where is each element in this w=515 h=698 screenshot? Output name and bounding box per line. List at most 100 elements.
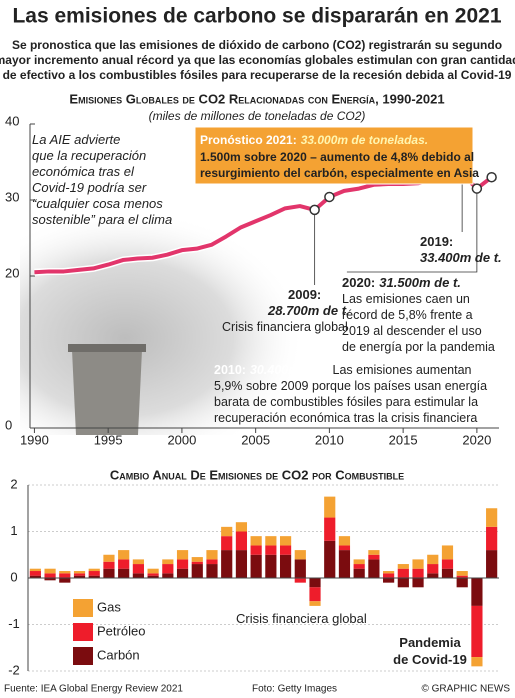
bar-segment <box>88 568 100 572</box>
annotation: récord de 5,8% frente a <box>342 308 473 322</box>
annotation: económica tras el <box>32 164 135 179</box>
bar-segment <box>132 573 144 578</box>
bar-segment <box>309 601 321 606</box>
bar-segment <box>176 568 189 578</box>
bar-segment <box>486 508 498 527</box>
annotation: 2010: 30.400m de t. Las emisiones aumentan <box>214 363 472 377</box>
annotation-part: de Covid-19 <box>393 652 467 667</box>
bar-segment <box>338 536 351 546</box>
annotation-part: que la recuperación <box>32 148 146 163</box>
bar-segment <box>250 545 262 555</box>
point-marker <box>471 183 483 194</box>
x-tick-label: 2005 <box>241 432 270 447</box>
forecast-box <box>194 126 474 185</box>
legend-swatch <box>73 599 93 617</box>
source: Fuente: IEA Global Energy Review 2021 <box>4 684 183 695</box>
bar-segment <box>235 522 248 532</box>
annotation-part: La AIE advierte <box>32 132 120 147</box>
bar-segment <box>221 526 233 537</box>
annotation: 1.500m sobre 2020 – aumento de 4,8% debi… <box>200 150 474 164</box>
annotation-part: de energía por la pandemia <box>342 340 495 354</box>
bar-segment <box>191 561 203 565</box>
bar-segment <box>441 545 454 560</box>
bar-segment <box>427 564 439 574</box>
bar-segment <box>103 554 115 562</box>
photo-credit: Foto: Getty Images <box>252 684 337 695</box>
bar-segment <box>309 587 321 602</box>
bar-segment <box>471 578 483 606</box>
bar-segment <box>206 564 218 578</box>
bar-segment <box>191 557 203 562</box>
bar-segment <box>368 550 380 555</box>
annotation: sostenible” para el clima <box>32 212 172 227</box>
bar-segment <box>412 568 424 578</box>
bar-segment <box>73 575 86 578</box>
bar-segment <box>73 573 86 576</box>
bar-segment <box>294 550 306 560</box>
bar-segment <box>294 578 306 583</box>
annotation-part: 5,9% sobre 2009 porque los países usan e… <box>214 379 487 393</box>
bar-segment <box>309 578 321 588</box>
bar-segment <box>118 568 130 578</box>
bar-segment <box>486 526 498 551</box>
y-tick-label: 2 <box>10 476 17 491</box>
bar-segment <box>338 545 351 551</box>
bar-segment <box>353 564 365 569</box>
y-tick-label: 40 <box>5 113 19 128</box>
bar-segment <box>147 573 159 576</box>
annotation-part: resurgimiento del carbón, especialmente … <box>200 166 479 180</box>
bar-segment <box>235 550 248 578</box>
bar-segment <box>368 554 380 560</box>
annotation-part: “cualquier cosa menos <box>32 196 163 211</box>
annotation-part: sostenible” para el clima <box>32 212 172 227</box>
legend-label: Petróleo <box>97 623 145 638</box>
annotation-part: Pandemia <box>399 635 461 650</box>
legend-label: Carbón <box>97 647 140 662</box>
bar-segment <box>294 559 306 578</box>
bar-segment <box>265 545 277 555</box>
bar-segment <box>147 575 159 578</box>
bar-segment <box>324 517 336 541</box>
bar-segment <box>383 573 395 578</box>
legend-label: Gas <box>97 599 121 614</box>
annotation: 2009: <box>288 287 321 302</box>
annotation: 2020: 31.500m de t. <box>342 275 461 290</box>
annotation: 28.700m de t. <box>267 303 350 318</box>
bar-segment <box>471 657 483 667</box>
bar-segment <box>88 575 100 578</box>
bar-segment <box>44 573 56 578</box>
leader-line <box>346 188 478 273</box>
annotation-part: 2019 al descender el uso <box>342 324 482 338</box>
annotation-part: 2010: <box>214 363 246 377</box>
bar-segment <box>147 568 159 574</box>
annotation-part: 33.400m de t. <box>420 250 502 265</box>
bar-segment <box>441 559 454 569</box>
annotation: Pandemia <box>399 635 461 650</box>
annotation-part: 31.500m de t. <box>379 275 461 290</box>
annotation: Crisis financiera global <box>222 320 348 334</box>
bar-segment <box>471 605 483 658</box>
annotation: 2019: <box>420 234 453 249</box>
annotation-part: 33.000m de toneladas. <box>301 133 428 147</box>
x-tick-label: 2010 <box>315 432 344 447</box>
bar-segment <box>29 571 41 576</box>
title: Las emisiones de carbono se dispararán e… <box>12 5 501 28</box>
bar-segment <box>412 578 424 588</box>
annotation-part: económica tras el <box>32 164 135 179</box>
y-tick-label: -2 <box>8 662 20 677</box>
bar-segment <box>103 568 115 578</box>
x-tick-label: 2015 <box>389 432 418 447</box>
annotation: recuperación económica tras la crisis fi… <box>214 411 477 425</box>
legend-swatch <box>73 647 93 665</box>
annotation-part: Crisis financiera global <box>222 320 348 334</box>
y-tick-label: 30 <box>5 189 19 204</box>
bar-segment <box>59 573 71 578</box>
bar-segment <box>250 536 262 546</box>
annotation-part: barata de combustibles fósiles para esti… <box>214 395 478 409</box>
y-tick-label: 20 <box>5 265 19 280</box>
bar-segment <box>162 564 174 574</box>
annotation-part: 28.700m de t. <box>267 303 350 318</box>
bar-segment <box>486 550 498 578</box>
bar-segment <box>397 578 409 588</box>
annotation-part: Crisis financiera global <box>236 611 367 626</box>
